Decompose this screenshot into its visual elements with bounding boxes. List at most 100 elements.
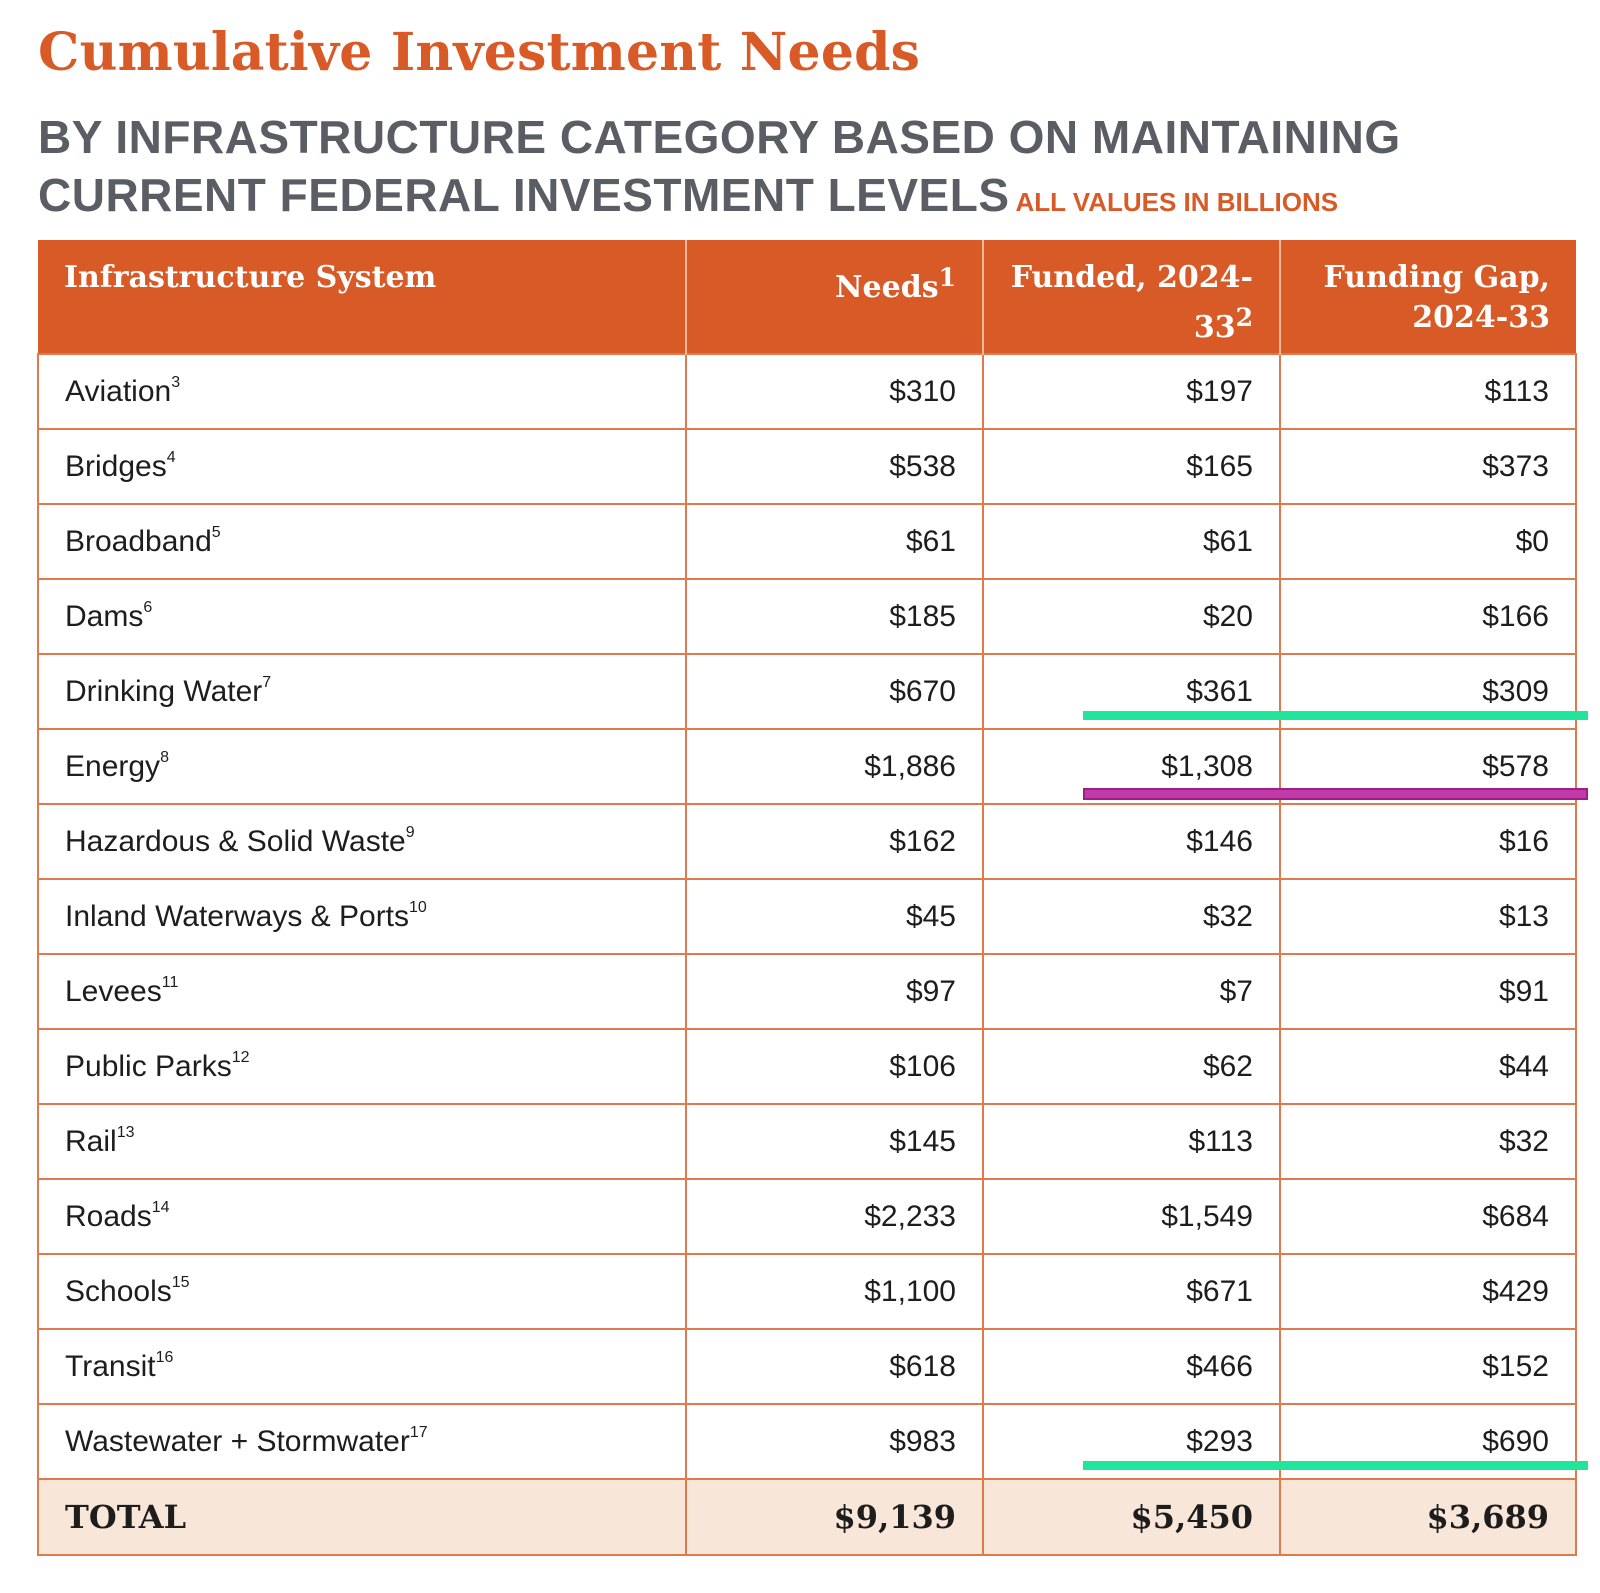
cell-needs-inland-waterways-ports: $45 xyxy=(685,878,984,955)
cell-gap-rail: $32 xyxy=(1279,1103,1577,1180)
cell-gap-aviation: $113 xyxy=(1279,353,1577,430)
cell-gap-broadband: $0 xyxy=(1279,503,1577,580)
table-row: Rail13 $145 $113 $32 xyxy=(37,1103,1577,1180)
cell-funded-dams: $20 xyxy=(982,578,1281,655)
header-gap: Funding Gap, 2024-33 xyxy=(1279,240,1576,354)
total-funded: $5,450 xyxy=(982,1478,1281,1556)
header-needs-label: Needs xyxy=(835,270,939,305)
table-row: Roads14 $2,233 $1,549 $684 xyxy=(37,1178,1577,1255)
system-footnote: 11 xyxy=(161,973,179,991)
total-needs: $9,139 xyxy=(685,1478,984,1556)
header-gap-label: Funding Gap, 2024-33 xyxy=(1323,260,1550,335)
system-label: Levees xyxy=(65,974,162,1008)
cell-needs-drinking-water: $670 xyxy=(685,653,984,730)
system-footnote: 3 xyxy=(171,373,181,391)
cell-gap-dams: $166 xyxy=(1279,578,1577,655)
cell-gap-roads: $684 xyxy=(1279,1178,1577,1255)
cell-system-transit: Transit16 xyxy=(37,1328,687,1405)
header-system-label: Infrastructure System xyxy=(64,260,437,295)
cell-funded-schools: $671 xyxy=(982,1253,1281,1330)
system-footnote: 13 xyxy=(116,1123,135,1141)
table-row: Schools15 $1,100 $671 $429 xyxy=(37,1253,1577,1330)
system-footnote: 17 xyxy=(409,1423,428,1441)
cell-needs-transit: $618 xyxy=(685,1328,984,1405)
system-footnote: 15 xyxy=(171,1273,190,1291)
system-footnote: 9 xyxy=(405,823,415,841)
header-system: Infrastructure System xyxy=(38,240,686,354)
system-label: Drinking Water xyxy=(65,674,263,708)
header-needs: Needs1 xyxy=(685,240,983,354)
cell-needs-energy: $1,886 xyxy=(685,728,984,805)
cell-funded-public-parks: $62 xyxy=(982,1028,1281,1105)
system-footnote: 10 xyxy=(409,898,427,916)
cell-needs-aviation: $310 xyxy=(685,353,984,430)
cell-system-roads: Roads14 xyxy=(37,1178,687,1255)
cell-needs-wastewater-stormwater: $983 xyxy=(685,1403,984,1480)
total-row: TOTAL $9,139 $5,450 $3,689 xyxy=(37,1478,1577,1556)
total-gap: $3,689 xyxy=(1279,1478,1577,1556)
cell-system-bridges: Bridges4 xyxy=(37,428,687,505)
cell-needs-schools: $1,100 xyxy=(685,1253,984,1330)
system-label: Aviation xyxy=(65,374,172,408)
cell-funded-aviation: $197 xyxy=(982,353,1281,430)
cell-system-aviation: Aviation3 xyxy=(37,353,687,430)
cell-system-drinking-water: Drinking Water7 xyxy=(37,653,687,730)
cell-needs-rail: $145 xyxy=(685,1103,984,1180)
table-row: Public Parks12 $106 $62 $44 xyxy=(37,1028,1577,1105)
system-footnote: 7 xyxy=(262,673,272,691)
underline-mark xyxy=(1083,1461,1588,1470)
investment-table: Infrastructure System Needs1 Funded, 202… xyxy=(37,240,1577,1556)
cell-system-hazardous-solid-waste: Hazardous & Solid Waste9 xyxy=(37,803,687,880)
system-footnote: 16 xyxy=(155,1348,174,1366)
system-label: Wastewater + Stormwater xyxy=(65,1424,410,1458)
cell-system-public-parks: Public Parks12 xyxy=(37,1028,687,1105)
cell-funded-broadband: $61 xyxy=(982,503,1281,580)
cell-funded-levees: $7 xyxy=(982,953,1281,1030)
cell-needs-public-parks: $106 xyxy=(685,1028,984,1105)
table-body: Aviation3 $310 $197 $113 Bridges4 $538 $165 $37… xyxy=(37,353,1577,1556)
cell-gap-schools: $429 xyxy=(1279,1253,1577,1330)
cell-gap-public-parks: $44 xyxy=(1279,1028,1577,1105)
system-label: Bridges xyxy=(65,449,167,483)
cell-system-rail: Rail13 xyxy=(37,1103,687,1180)
table-row: Wastewater + Stormwater17 $983 $293 $690 xyxy=(37,1403,1577,1480)
header-funded-sup: 2 xyxy=(1235,303,1253,332)
system-footnote: 8 xyxy=(160,748,169,766)
cell-system-wastewater-stormwater: Wastewater + Stormwater17 xyxy=(37,1403,687,1480)
cell-system-inland-waterways-ports: Inland Waterways & Ports10 xyxy=(37,878,687,955)
system-label: Inland Waterways & Ports xyxy=(65,899,410,933)
cell-funded-bridges: $165 xyxy=(982,428,1281,505)
subtitle-line-2: CURRENT FEDERAL INVESTMENT LEVELS xyxy=(38,169,1010,221)
subtitle: BY INFRASTRUCTURE CATEGORY BASED ON MAIN… xyxy=(38,108,1578,231)
highlight-mark xyxy=(1083,788,1588,800)
cell-system-energy: Energy8 xyxy=(37,728,687,805)
table-row: Levees11 $97 $7 $91 xyxy=(37,953,1577,1030)
system-footnote: 5 xyxy=(211,523,221,541)
system-label: Schools xyxy=(65,1274,172,1308)
page-title: Cumulative Investment Needs xyxy=(38,22,921,83)
table-row: Bridges4 $538 $165 $373 xyxy=(37,428,1577,505)
system-label: Roads xyxy=(65,1199,152,1233)
total-label: TOTAL xyxy=(37,1478,687,1556)
header-row: Infrastructure System Needs1 Funded, 202… xyxy=(38,240,1576,354)
cell-funded-rail: $113 xyxy=(982,1103,1281,1180)
header-funded: Funded, 2024-332 xyxy=(982,240,1280,354)
system-label: Hazardous & Solid Waste xyxy=(65,824,406,858)
system-label: Dams xyxy=(65,599,144,633)
cell-needs-dams: $185 xyxy=(685,578,984,655)
system-label: Broadband xyxy=(65,524,212,558)
cell-needs-broadband: $61 xyxy=(685,503,984,580)
cell-gap-inland-waterways-ports: $13 xyxy=(1279,878,1577,955)
cell-gap-transit: $152 xyxy=(1279,1328,1577,1405)
system-footnote: 14 xyxy=(151,1198,170,1216)
system-footnote: 6 xyxy=(143,598,153,616)
cell-gap-bridges: $373 xyxy=(1279,428,1577,505)
table-row: Inland Waterways & Ports10 $45 $32 $13 xyxy=(37,878,1577,955)
cell-gap-hazardous-solid-waste: $16 xyxy=(1279,803,1577,880)
cell-needs-bridges: $538 xyxy=(685,428,984,505)
cell-funded-roads: $1,549 xyxy=(982,1178,1281,1255)
table-row: Transit16 $618 $466 $152 xyxy=(37,1328,1577,1405)
system-label: Rail xyxy=(65,1124,117,1158)
cell-needs-roads: $2,233 xyxy=(685,1178,984,1255)
cell-needs-hazardous-solid-waste: $162 xyxy=(685,803,984,880)
